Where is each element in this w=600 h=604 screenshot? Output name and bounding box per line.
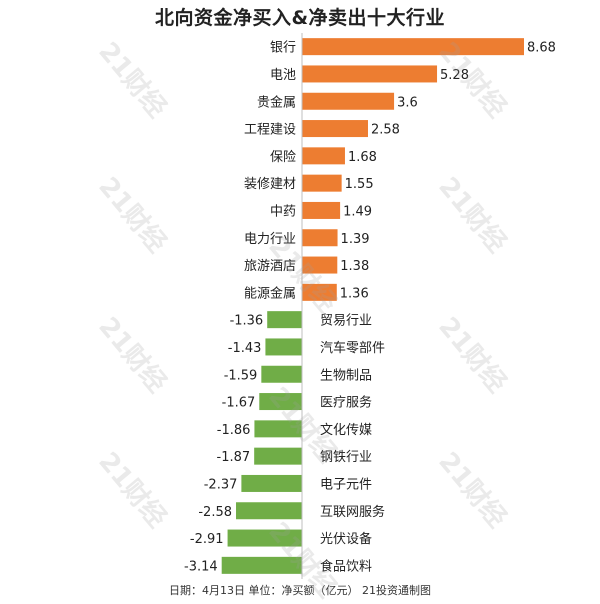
bar	[302, 229, 338, 247]
bar	[302, 92, 395, 110]
category-label: 装修建材	[244, 177, 296, 192]
category-label: 中药	[270, 204, 296, 219]
data-label: 8.68	[527, 41, 556, 56]
data-label: -1.43	[228, 341, 262, 356]
data-label: 1.38	[340, 259, 369, 274]
bar	[265, 338, 302, 356]
category-label: 钢铁行业	[320, 450, 372, 465]
category-label: 贸易行业	[320, 314, 372, 329]
category-label: 光伏设备	[320, 531, 372, 547]
data-label: -2.37	[204, 477, 238, 492]
category-label: 电池	[270, 68, 296, 83]
bar	[302, 38, 524, 56]
data-label: 1.39	[341, 232, 370, 247]
bar	[254, 447, 302, 465]
category-label: 文化传媒	[320, 423, 372, 438]
bar	[236, 502, 302, 520]
data-label: 1.49	[343, 204, 372, 219]
bar	[267, 311, 302, 329]
data-label: -1.59	[224, 368, 258, 383]
category-label: 医疗服务	[320, 395, 372, 411]
data-label: -2.91	[190, 532, 224, 547]
category-label: 能源金属	[244, 285, 296, 301]
category-label: 银行	[270, 41, 296, 56]
bar	[254, 420, 302, 438]
category-label: 汽车零部件	[320, 340, 385, 356]
category-label: 保险	[270, 150, 296, 165]
chart-footer: 日期：4月13日 单位：净买额（亿元） 21投资通制图	[169, 584, 431, 597]
category-label: 旅游酒店	[244, 259, 296, 274]
data-label: 2.58	[371, 123, 400, 138]
bar	[302, 147, 345, 165]
bar	[302, 256, 338, 274]
data-label: -1.36	[230, 314, 264, 329]
data-label: 1.68	[348, 150, 377, 165]
bar	[259, 393, 302, 411]
bar	[241, 474, 302, 492]
category-label: 工程建设	[244, 123, 296, 138]
category-label: 电力行业	[244, 232, 296, 247]
bar	[302, 65, 438, 83]
category-label: 互联网服务	[320, 504, 385, 520]
bar	[302, 201, 341, 219]
category-label: 电子元件	[320, 477, 372, 492]
bar	[227, 529, 302, 547]
data-label: -1.67	[222, 396, 256, 411]
data-label: 1.55	[345, 177, 374, 192]
data-label: 1.36	[340, 286, 369, 301]
bar	[261, 365, 302, 383]
category-label: 贵金属	[257, 94, 296, 110]
data-label: -2.58	[198, 505, 232, 520]
data-label: -1.86	[217, 423, 251, 438]
category-label: 生物制品	[320, 368, 372, 383]
bar	[221, 556, 302, 574]
data-label: 5.28	[440, 68, 469, 83]
data-label: 3.6	[397, 95, 418, 110]
bar	[302, 174, 342, 192]
bar	[302, 120, 368, 138]
data-label: -3.14	[184, 559, 218, 574]
category-label: 食品饮料	[320, 558, 372, 574]
data-label: -1.87	[217, 450, 251, 465]
bar	[302, 283, 337, 301]
chart-title: 北向资金净买入&净卖出十大行业	[154, 7, 446, 29]
